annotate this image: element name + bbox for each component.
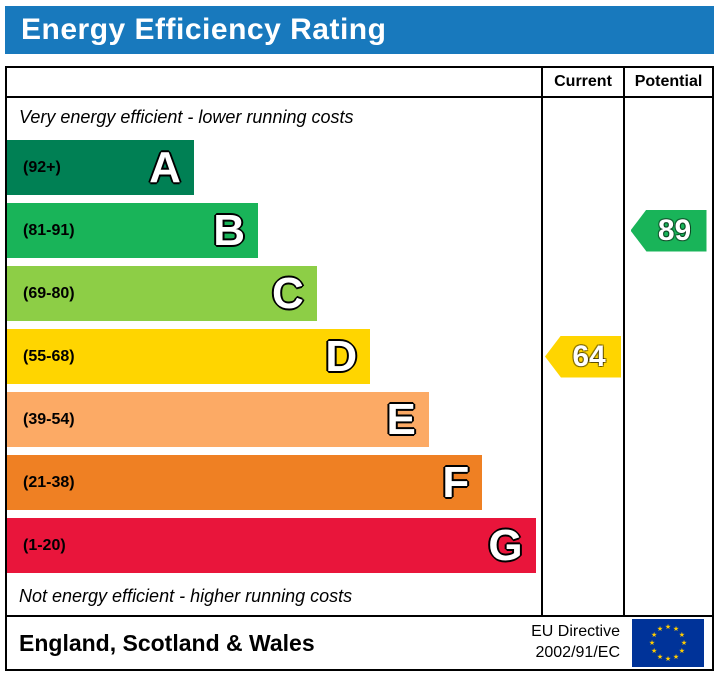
potential-cell [625, 388, 712, 451]
header-spacer [7, 68, 543, 96]
eu-directive-text: EU Directive 2002/91/EC [531, 622, 620, 664]
potential-cell: 89 [625, 199, 712, 262]
footer-region: England, Scotland & Wales [19, 629, 315, 656]
band-row-d: (55-68) D 64 [7, 325, 712, 388]
title-bar: Energy Efficiency Rating [5, 6, 714, 54]
band-range-label: (81-91) [23, 221, 75, 239]
band-row-g: (1-20) G [7, 514, 712, 577]
column-header-current: Current [543, 68, 625, 96]
band-cell: (21-38) F [7, 451, 543, 514]
band-row-e: (39-54) E [7, 388, 712, 451]
eu-flag-star: ★ [665, 655, 671, 663]
current-cell [543, 388, 625, 451]
current-cell [543, 262, 625, 325]
current-cell [543, 514, 625, 577]
eu-flag-star: ★ [681, 639, 687, 647]
band-bar: (69-80) C [7, 266, 317, 321]
top-note: Very energy efficient - lower running co… [19, 106, 354, 127]
eu-flag-star: ★ [673, 625, 679, 633]
eu-flag-star: ★ [679, 647, 685, 655]
current-rating-marker: 64 [545, 335, 621, 378]
bottom-note-row: Not energy efficient - higher running co… [7, 577, 712, 615]
band-range-label: (21-38) [23, 473, 75, 491]
eu-flag-star: ★ [657, 653, 663, 661]
eu-flag-star: ★ [657, 625, 663, 633]
potential-cell-empty [625, 98, 712, 136]
bottom-note-cell: Not energy efficient - higher running co… [7, 577, 543, 615]
band-cell: (81-91) B [7, 199, 543, 262]
band-range-label: (92+) [23, 158, 61, 176]
current-rating-value: 64 [572, 339, 606, 373]
band-letter: F [442, 457, 470, 507]
epc-chart-frame: Current Potential Very energy efficient … [5, 66, 714, 671]
band-row-a: (92+) A [7, 136, 712, 199]
band-cell: (1-20) G [7, 514, 543, 577]
potential-cell [625, 325, 712, 388]
top-note-cell: Very energy efficient - lower running co… [7, 98, 543, 136]
table-header-row: Current Potential [7, 68, 712, 98]
band-range-label: (69-80) [23, 284, 75, 302]
eu-flag-star: ★ [651, 631, 657, 639]
eu-directive-line1: EU Directive [531, 623, 620, 641]
band-row-f: (21-38) F [7, 451, 712, 514]
potential-cell-empty [625, 577, 712, 615]
eu-directive-line2: 2002/91/EC [535, 644, 620, 661]
bottom-note: Not energy efficient - higher running co… [19, 585, 353, 606]
band-letter: D [325, 331, 358, 381]
band-bar: (55-68) D [7, 329, 371, 384]
potential-cell [625, 262, 712, 325]
footer: England, Scotland & Wales EU Directive 2… [7, 615, 712, 669]
current-cell-empty [543, 98, 625, 136]
band-cell: (92+) A [7, 136, 543, 199]
potential-cell [625, 136, 712, 199]
band-range-label: (39-54) [23, 410, 75, 428]
eu-flag-icon: ★ ★ ★ ★ ★ ★ ★ ★ ★ ★ ★ ★ [632, 619, 704, 667]
band-bar: (1-20) G [7, 518, 536, 573]
current-cell [543, 136, 625, 199]
band-cell: (69-80) C [7, 262, 543, 325]
band-bar: (92+) A [7, 140, 194, 195]
page-title: Energy Efficiency Rating [21, 13, 387, 46]
top-note-row: Very energy efficient - lower running co… [7, 98, 712, 136]
eu-flag-field [632, 619, 704, 667]
current-cell [543, 451, 625, 514]
eu-flag-star: ★ [673, 653, 679, 661]
eu-flag-star: ★ [665, 623, 671, 631]
current-cell [543, 199, 625, 262]
band-bar: (81-91) B [7, 203, 258, 258]
band-letter: G [488, 520, 523, 570]
potential-cell [625, 514, 712, 577]
band-letter: B [213, 205, 245, 255]
band-cell: (39-54) E [7, 388, 543, 451]
potential-rating-value: 89 [657, 213, 692, 247]
band-letter: E [386, 394, 416, 444]
column-header-potential: Potential [634, 73, 703, 90]
band-row-c: (69-80) C [7, 262, 712, 325]
eu-flag-star: ★ [651, 647, 657, 655]
band-cell: (55-68) D [7, 325, 543, 388]
band-range-label: (55-68) [23, 347, 75, 365]
potential-rating-marker: 89 [630, 209, 707, 252]
potential-cell [625, 451, 712, 514]
band-range-label: (1-20) [23, 536, 66, 554]
band-letter: A [149, 142, 181, 192]
band-letter: C [271, 268, 304, 318]
current-cell: 64 [543, 325, 625, 388]
current-cell-empty [543, 577, 625, 615]
band-bar: (21-38) F [7, 455, 483, 510]
eu-flag-star: ★ [679, 631, 685, 639]
band-bar: (39-54) E [7, 392, 429, 447]
band-row-b: (81-91) B 89 [7, 199, 712, 262]
eu-flag-star: ★ [649, 639, 655, 647]
